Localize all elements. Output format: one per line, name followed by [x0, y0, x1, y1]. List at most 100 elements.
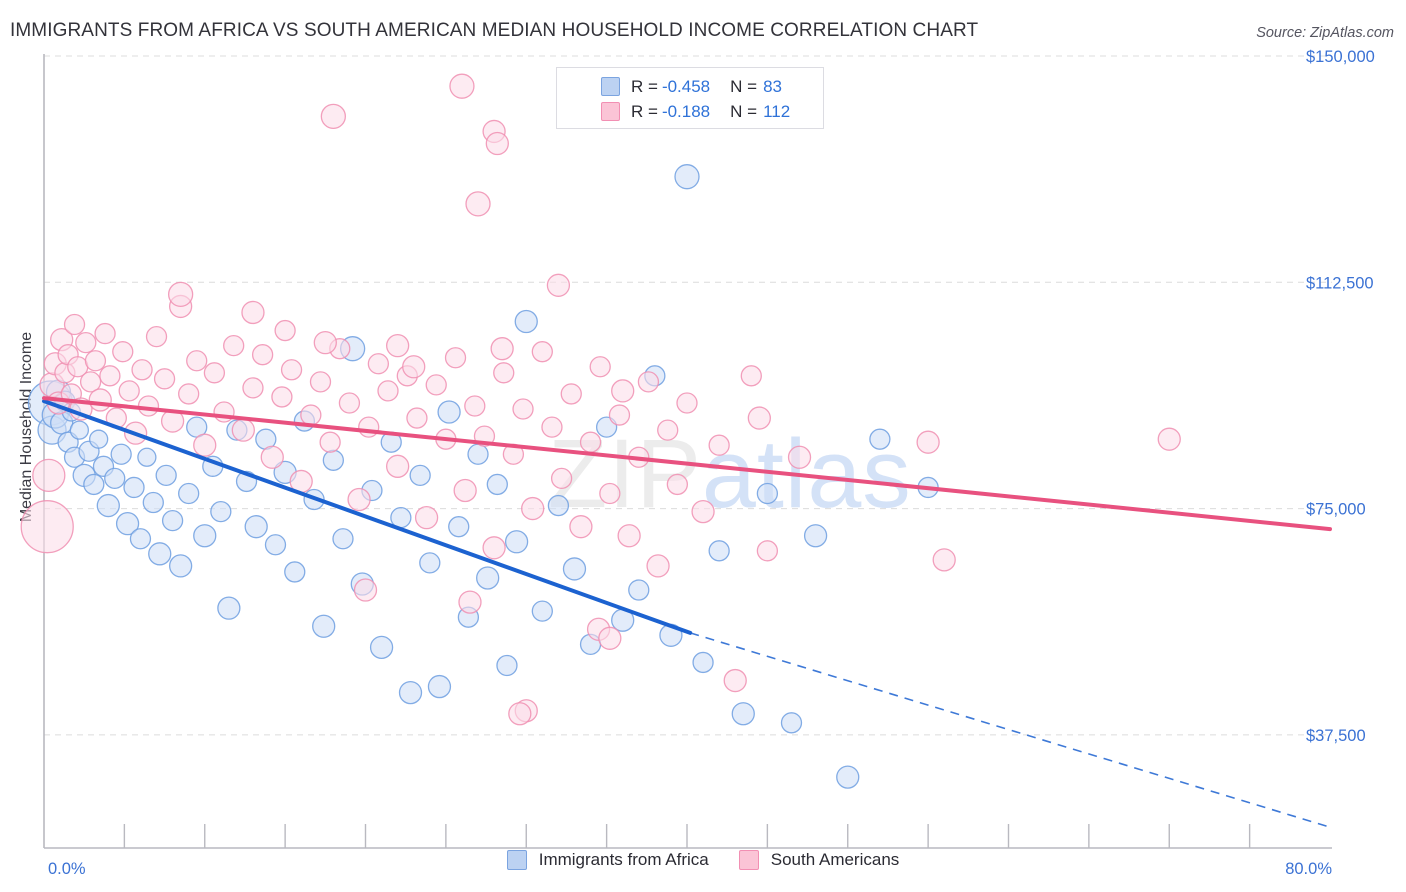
data-point	[453, 478, 477, 503]
y-axis-tick-label: $150,000	[1306, 48, 1375, 66]
data-point	[803, 524, 828, 548]
data-point	[402, 355, 426, 379]
n-value-africa: 83	[763, 76, 782, 96]
data-point	[186, 350, 208, 372]
data-point	[347, 487, 371, 512]
data-point	[20, 500, 74, 554]
data-point	[569, 515, 593, 539]
legend-label-south-americans: South Americans	[770, 850, 900, 869]
data-point	[385, 454, 410, 478]
trendline-solid	[42, 396, 1332, 532]
data-point	[476, 566, 500, 590]
data-point	[547, 494, 570, 517]
n-label-africa: N =	[730, 76, 758, 96]
data-point	[512, 398, 534, 420]
data-point	[482, 536, 506, 560]
x-axis-tick-label-max: 80.0%	[1285, 860, 1332, 878]
legend-blue-swatch-icon	[506, 850, 527, 870]
data-point	[486, 473, 508, 496]
data-point	[531, 341, 553, 363]
data-point	[264, 534, 287, 556]
data-point	[75, 331, 97, 354]
r-value-africa: -0.458	[661, 76, 711, 96]
source-attribution: Source: ZipAtlas.com	[1256, 25, 1394, 41]
data-point	[131, 359, 153, 381]
legend-item-south-americans[interactable]: South Americans	[738, 850, 900, 870]
data-point	[740, 365, 762, 387]
data-point	[309, 371, 332, 393]
data-point	[425, 374, 447, 396]
data-point	[458, 590, 482, 614]
data-point	[579, 431, 602, 453]
data-point	[142, 491, 164, 514]
data-point	[490, 337, 514, 361]
data-point	[118, 380, 140, 402]
data-point	[1157, 427, 1181, 451]
data-point	[32, 458, 66, 493]
data-point	[112, 341, 134, 363]
y-axis-tick-label: $37,500	[1306, 727, 1366, 745]
data-point	[756, 482, 779, 505]
data-point	[241, 300, 265, 325]
data-point	[541, 416, 563, 438]
data-point	[692, 651, 714, 674]
stats-row-africa: R = -0.458 N = 83	[601, 74, 823, 99]
data-point	[332, 528, 354, 550]
data-point	[193, 433, 217, 457]
data-point	[508, 702, 532, 726]
page-title: IMMIGRANTS FROM AFRICA VS SOUTH AMERICAN…	[10, 20, 979, 41]
data-point	[284, 561, 306, 583]
legend-item-immigrants-from-africa[interactable]: Immigrants from Africa	[506, 850, 709, 870]
data-point	[369, 635, 394, 660]
data-point	[137, 395, 160, 417]
data-point	[869, 428, 891, 450]
data-point	[448, 516, 470, 538]
trendline-solid	[42, 399, 693, 635]
data-point	[666, 473, 689, 496]
data-point	[546, 273, 571, 297]
data-point	[617, 524, 641, 548]
data-point	[628, 579, 650, 601]
data-point	[153, 368, 176, 390]
data-point	[465, 191, 491, 217]
data-point	[504, 530, 529, 554]
data-point	[137, 447, 157, 467]
r-label-south: R =	[631, 101, 658, 121]
data-point	[244, 515, 268, 539]
y-axis-tick-label: $112,500	[1306, 274, 1374, 292]
legend-label-africa: Immigrants from Africa	[538, 850, 709, 869]
data-point	[756, 540, 779, 562]
data-point	[637, 371, 660, 393]
data-point	[99, 365, 121, 387]
data-point	[338, 392, 361, 414]
data-point	[691, 499, 715, 524]
data-point	[589, 356, 611, 378]
data-point	[836, 765, 860, 789]
y-axis-tick-label: $75,000	[1306, 501, 1366, 519]
data-point	[531, 600, 553, 622]
n-value-south: 112	[763, 101, 791, 121]
r-label-africa: R =	[631, 76, 658, 96]
data-point	[437, 400, 461, 424]
data-point	[96, 493, 120, 518]
data-point	[178, 383, 200, 405]
data-point	[377, 380, 399, 402]
data-point	[203, 362, 226, 384]
data-point	[608, 404, 631, 426]
data-point	[599, 482, 621, 505]
data-point	[611, 379, 635, 403]
data-point	[161, 509, 184, 532]
data-point	[167, 281, 194, 308]
data-point	[148, 542, 172, 566]
data-point	[708, 540, 730, 562]
data-point	[353, 578, 378, 602]
data-point	[312, 614, 336, 638]
data-point	[217, 596, 241, 620]
data-point	[110, 443, 132, 465]
r-value-south: -0.188	[661, 101, 711, 121]
data-point	[320, 103, 347, 129]
correlation-stats-box: R = -0.458 N = 83 R = -0.188 N = 112	[556, 67, 824, 129]
data-point	[115, 512, 140, 536]
legend-pink-swatch-icon	[738, 850, 759, 870]
